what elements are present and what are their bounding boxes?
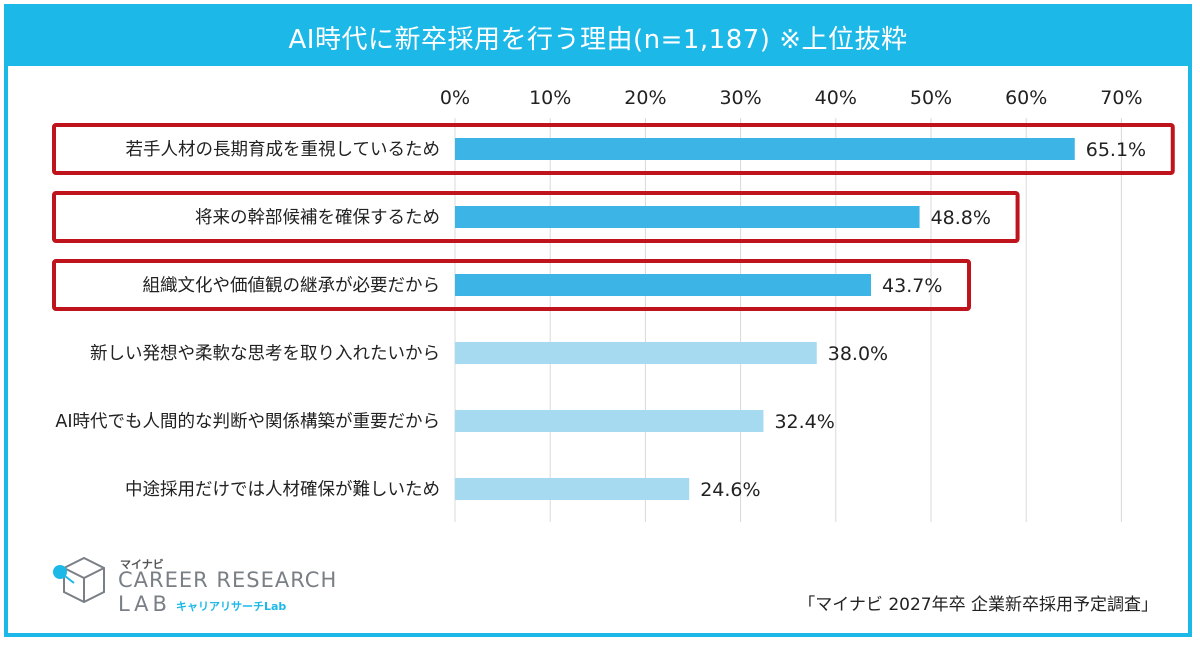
value-label: 24.6% (700, 479, 760, 501)
x-tick-label: 70% (1100, 87, 1142, 109)
x-tick-label: 0% (440, 87, 470, 109)
career-research-lab-logo-icon (53, 556, 105, 604)
bar (455, 478, 690, 500)
x-tick-label: 40% (815, 87, 857, 109)
bar (455, 206, 920, 228)
x-tick-label: 10% (529, 87, 571, 109)
x-tick-label: 20% (624, 87, 666, 109)
value-label: 32.4% (774, 411, 834, 433)
highlight-box (52, 123, 1175, 175)
category-label: 中途採用だけでは人材確保が難しいため (125, 480, 440, 500)
value-label: 43.7% (882, 275, 942, 297)
source-note: 「マイナビ 2027年卒 企業新卒採用予定調査」 (798, 595, 1158, 615)
category-label: 将来の幹部候補を確保するため (195, 207, 440, 228)
category-label: AI時代でも人間的な判断や関係構築が重要だから (55, 412, 440, 432)
bar (455, 410, 764, 432)
category-label: 新しい発想や柔軟な思考を取り入れたいから (90, 344, 440, 364)
value-label: 48.8% (931, 207, 991, 229)
chart-title-bar: AI時代に新卒採用を行う理由(n=1,187) ※上位抜粋 (8, 8, 1188, 66)
logo-lab: LAB (118, 592, 171, 616)
category-label: 組織文化や価値観の継承が必要だから (143, 276, 441, 296)
value-label: 38.0% (828, 343, 888, 365)
logo-kana: キャリアリサーチLab (176, 600, 287, 613)
highlight-box (52, 191, 1020, 243)
x-tick-label: 60% (1005, 87, 1047, 109)
bar (455, 274, 872, 296)
chart-frame: AI時代に新卒採用を行う理由(n=1,187) ※上位抜粋 (4, 4, 1192, 637)
chart-title: AI時代に新卒採用を行う理由(n=1,187) ※上位抜粋 (288, 24, 908, 55)
value-label: 65.1% (1086, 139, 1146, 161)
bar (455, 342, 817, 364)
logo-career-research: CAREER RESEARCH (118, 568, 338, 592)
category-label: 若手人材の長期育成を重視しているため (126, 140, 440, 160)
highlight-box (52, 259, 972, 311)
bar (455, 138, 1075, 160)
logo-brand-small: マイナビ (120, 558, 164, 571)
x-tick-label: 30% (719, 87, 761, 109)
x-tick-label: 50% (910, 87, 952, 109)
